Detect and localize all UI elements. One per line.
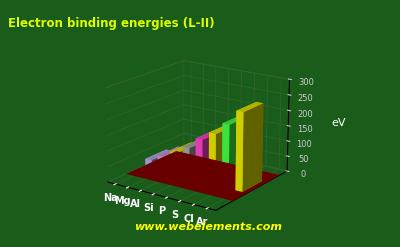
Text: Electron binding energies (L-II): Electron binding energies (L-II) (8, 17, 215, 30)
Text: www.webelements.com: www.webelements.com (134, 222, 282, 232)
